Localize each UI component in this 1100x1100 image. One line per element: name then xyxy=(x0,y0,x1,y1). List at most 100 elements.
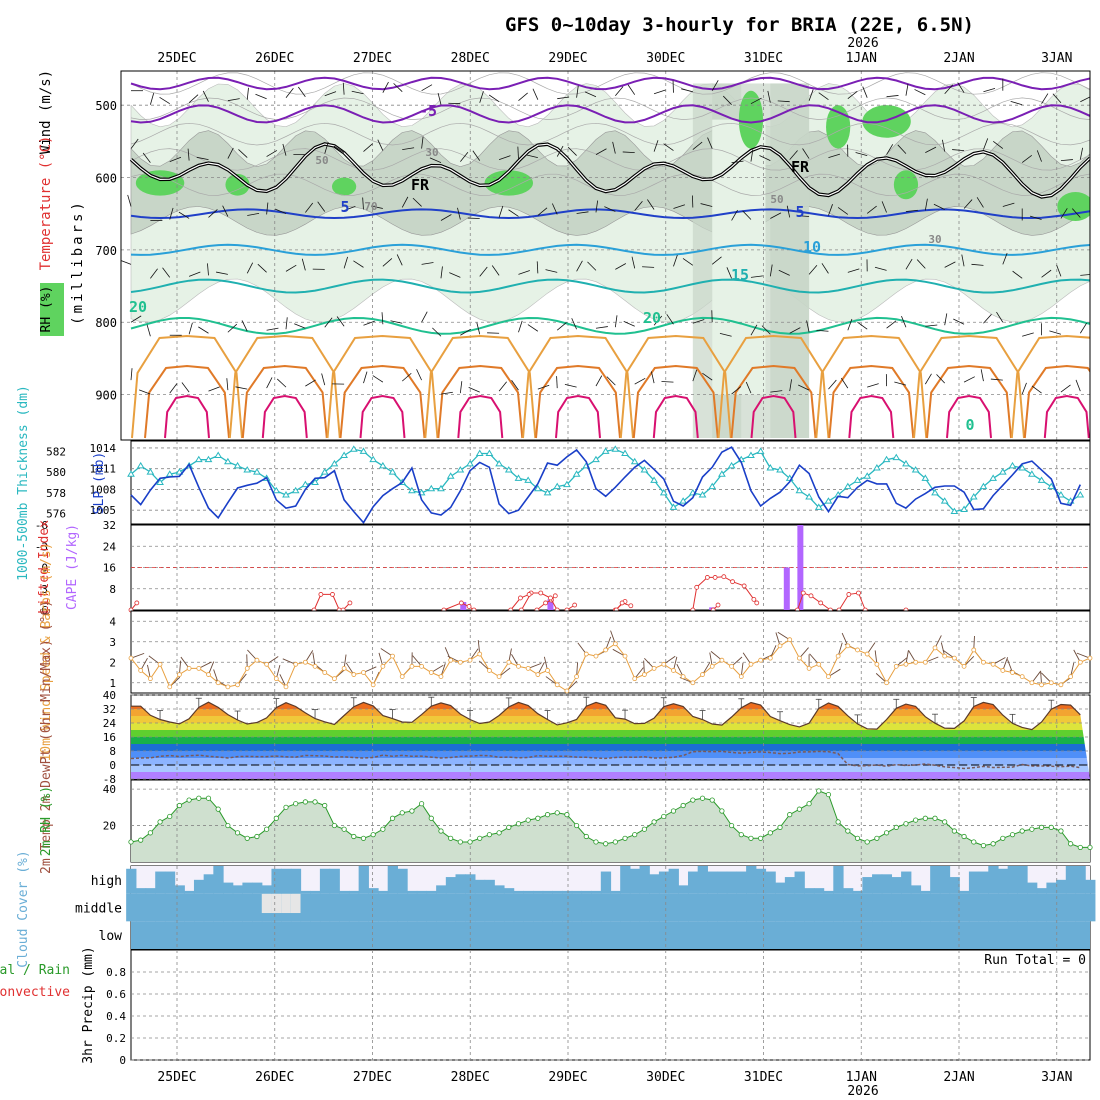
wind-barb xyxy=(518,270,530,275)
thickness-point xyxy=(592,455,600,463)
wind-barb xyxy=(222,205,229,217)
lifted-index-point xyxy=(741,583,747,589)
thickness-point xyxy=(253,468,261,475)
wind-speed-point xyxy=(593,653,599,659)
cloud-middle-bar xyxy=(755,893,767,922)
rh2m-point xyxy=(883,830,890,836)
thickness-point xyxy=(766,464,775,471)
temp-line xyxy=(131,701,1081,731)
wind-barb xyxy=(371,205,383,209)
wind-barb xyxy=(401,196,409,208)
wind-speed-point xyxy=(380,663,386,669)
cloud-middle-bar xyxy=(503,893,515,922)
wind-barb xyxy=(1021,155,1033,163)
wind-barb xyxy=(1060,384,1071,393)
rh2m-point xyxy=(680,802,686,809)
wind-barb xyxy=(188,322,193,335)
date-label-top: 2JAN xyxy=(943,51,974,66)
thickness-axis-label: 1000-500mb Thickness (dm) xyxy=(16,385,31,581)
cloud-high-bar xyxy=(687,871,699,894)
wind-barb xyxy=(661,381,674,383)
rh2m-point xyxy=(322,802,328,809)
cloud-middle-bar xyxy=(135,893,147,922)
slp-tick-label: 1008 xyxy=(90,483,117,496)
wind-barb xyxy=(894,381,907,386)
wind-barb xyxy=(363,320,375,326)
wind-barb xyxy=(653,315,663,326)
wind-barb xyxy=(642,266,655,268)
wind-barb xyxy=(149,93,155,105)
warm-layer-contour xyxy=(359,394,406,439)
thickness-point xyxy=(960,505,968,512)
rh2m-point xyxy=(980,842,987,849)
wind-barb xyxy=(188,94,199,104)
cloud-middle-bar xyxy=(164,893,176,922)
wind-barb xyxy=(778,269,790,276)
wind-barb xyxy=(142,152,151,163)
lifted-index-point xyxy=(628,603,634,609)
wind-speed-point xyxy=(603,647,609,653)
pressure-tick-label: 500 xyxy=(95,99,117,113)
wind-speed-point xyxy=(1068,674,1074,679)
date-label-bottom: 30DEC xyxy=(646,1070,685,1085)
wind-speed-point xyxy=(903,661,909,667)
wind-barb xyxy=(457,207,461,220)
cloud-high-bar xyxy=(1007,866,1018,894)
thickness-point xyxy=(1037,476,1046,483)
wind-barb xyxy=(491,265,500,276)
cloud-middle-bar xyxy=(968,893,980,922)
lifted-index-point xyxy=(543,600,548,606)
lifted-index-point xyxy=(548,595,553,601)
wind-barb xyxy=(146,324,151,337)
cloud-middle-bar xyxy=(387,893,398,922)
cloud-middle-bar xyxy=(978,893,989,922)
cloud-middle-bar xyxy=(1075,893,1086,922)
cloud-middle-bar xyxy=(407,893,418,922)
thickness-point xyxy=(214,451,223,459)
rh2m-point xyxy=(554,810,560,816)
wind-barb xyxy=(840,377,849,389)
wind-barb xyxy=(1010,101,1023,106)
wind-speed-point xyxy=(496,674,502,679)
cloud-middle-gap xyxy=(290,893,302,914)
wind-barb xyxy=(305,202,314,213)
wind-barb xyxy=(673,204,686,209)
rh-label: RH (%) xyxy=(39,286,54,333)
wind-barb xyxy=(615,86,624,96)
rh2m-point xyxy=(457,839,463,845)
temp-color-band xyxy=(131,716,1090,723)
wind-speed-point xyxy=(719,657,725,663)
wind-speed-point xyxy=(932,645,938,651)
wind-barb xyxy=(472,150,481,161)
cloud-middle-bar xyxy=(804,893,815,922)
date-label-top: 1JAN xyxy=(846,51,877,66)
rh2m-point xyxy=(854,835,861,841)
cloud-high-bar xyxy=(978,871,989,894)
cloud-middle-bar xyxy=(1056,893,1067,922)
wind-speed-point xyxy=(157,661,163,667)
wind-barb xyxy=(1079,147,1083,160)
temp-color-band xyxy=(131,751,1090,758)
wind-barb xyxy=(527,324,539,332)
temp-color-band xyxy=(131,744,1090,751)
cloud-level-label: middle xyxy=(75,902,122,917)
cloud-high-bar xyxy=(271,868,282,894)
lifted-index-point xyxy=(715,602,721,608)
thickness-point xyxy=(659,488,668,496)
wind-speed-point xyxy=(409,663,415,669)
thickness-point xyxy=(524,476,533,483)
wind-speed-point xyxy=(864,651,870,657)
wind-speed-point xyxy=(448,657,454,663)
cloud-level-label: high xyxy=(91,874,122,889)
wind-barb xyxy=(216,271,228,275)
warm-layer-contour xyxy=(437,364,524,439)
lifted-index-point xyxy=(712,575,718,580)
cloud-middle-bar xyxy=(1017,893,1028,922)
temp-tick-label: 32 xyxy=(103,703,116,716)
rh2m-point xyxy=(254,833,260,840)
date-label-top: 31DEC xyxy=(744,51,783,66)
wind-barb xyxy=(770,390,783,393)
wind-speed-point xyxy=(816,661,822,667)
wind-barb xyxy=(862,86,868,98)
cloud-high-bar xyxy=(649,874,660,894)
